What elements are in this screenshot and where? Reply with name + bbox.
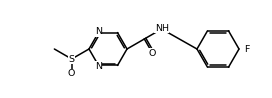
Text: O: O [149,49,156,58]
Text: S: S [69,54,75,64]
Text: O: O [68,69,75,78]
Text: N: N [95,62,102,71]
Text: N: N [95,27,102,36]
Text: NH: NH [155,24,169,33]
Text: F: F [244,44,249,54]
